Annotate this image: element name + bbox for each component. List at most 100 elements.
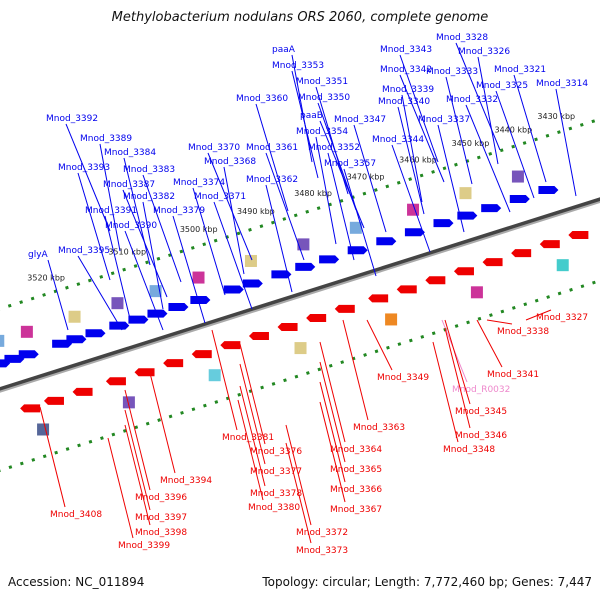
- forward-gene-label: Mnod_3321: [494, 65, 546, 75]
- reverse-gene-label: Mnod_3349: [377, 373, 429, 383]
- forward-gene-arrow: [433, 219, 454, 228]
- forward-gene-leader: [353, 124, 387, 233]
- forward-gene-label: Mnod_3344: [372, 135, 424, 145]
- reverse-feature-block: [122, 396, 135, 409]
- reverse-gene-arrow: [396, 285, 417, 294]
- reverse-gene-leader: [366, 319, 393, 371]
- forward-gene-leader: [142, 174, 182, 283]
- forward-gene-label: Mnod_3325: [476, 81, 528, 91]
- forward-gene-arrow: [147, 309, 168, 318]
- forward-gene-leader: [192, 187, 226, 296]
- forward-gene-arrow: [18, 350, 39, 359]
- reverse-gene-leader: [285, 424, 312, 526]
- forward-gene-arrow: [128, 315, 149, 324]
- reverse-gene-arrow: [368, 294, 389, 303]
- reverse-gene-label: Mnod_3399: [118, 541, 170, 551]
- reverse-gene-label: Mnod_3394: [160, 476, 212, 486]
- forward-gene-label: Mnod_3393: [58, 163, 110, 173]
- reverse-gene-label: Mnod_3363: [353, 423, 405, 433]
- kbp-tick-label: 3500 kbp: [180, 225, 218, 234]
- reverse-gene-label: Mnod_3377: [250, 467, 302, 477]
- reverse-gene-leader: [476, 319, 503, 368]
- reverse-gene-leader: [319, 341, 346, 443]
- forward-gene-label: Mnod_3383: [123, 165, 175, 175]
- forward-feature-block: [349, 221, 362, 234]
- outer-tick-line: [0, 117, 600, 311]
- forward-gene-leader: [465, 104, 511, 213]
- forward-gene-label: Mnod_3352: [308, 143, 360, 153]
- reverse-gene-leader: [124, 389, 151, 491]
- reverse-gene-arrow: [453, 267, 474, 276]
- kbp-tick-label: 3450 kbp: [452, 139, 490, 148]
- forward-gene-leader: [397, 106, 425, 215]
- forward-gene-label: paaA: [272, 45, 296, 55]
- reverse-feature-block: [385, 313, 398, 326]
- reverse-gene-arrow: [334, 304, 355, 313]
- forward-gene-label: Mnod_3361: [246, 143, 298, 153]
- forward-gene-label: Mnod_3382: [123, 192, 175, 202]
- reverse-gene-leader: [239, 385, 266, 487]
- reverse-gene-label: Mnod_3348: [443, 445, 495, 455]
- reverse-feature-block: [470, 286, 483, 299]
- forward-gene-leader: [65, 123, 111, 232]
- forward-gene-label: Mnod_3384: [104, 148, 156, 158]
- reverse-gene-label: Mnod_3365: [330, 465, 382, 475]
- forward-gene-arrow: [66, 335, 87, 344]
- forward-gene-label: Mnod_3326: [458, 47, 510, 57]
- reverse-gene-leader: [444, 327, 471, 429]
- genome-title: Methylobacterium nodulans ORS 2060, comp…: [111, 10, 489, 25]
- forward-gene-label: Mnod_3368: [204, 157, 256, 167]
- reverse-gene-label: Mnod_3380: [248, 503, 300, 513]
- forward-gene-label: glyA: [28, 250, 49, 260]
- reverse-gene-leader: [432, 341, 459, 443]
- forward-gene-label: Mnod_3357: [324, 159, 376, 169]
- accession-text: Accession: NC_011894: [8, 575, 145, 589]
- genome-stats-text: Topology: circular; Length: 7,772,460 bp…: [262, 575, 592, 589]
- forward-gene-leader: [327, 152, 355, 261]
- forward-gene-leader: [315, 136, 337, 245]
- forward-gene-leader: [555, 88, 577, 197]
- forward-gene-leader: [291, 70, 319, 179]
- reverse-gene-label: Mnod_3376: [250, 447, 302, 457]
- reverse-gene-leader: [285, 442, 312, 544]
- kbp-tick-label: 3460 kbp: [399, 156, 437, 165]
- forward-gene-leader: [47, 259, 69, 331]
- reverse-gene-leader: [319, 361, 346, 463]
- reverse-gene-arrow: [482, 258, 503, 267]
- backbone-dark: [0, 197, 600, 393]
- forward-gene-arrow: [85, 329, 106, 338]
- reverse-gene-leader: [124, 424, 151, 526]
- forward-gene-label: Mnod_3343: [380, 45, 432, 55]
- forward-gene-leader: [213, 201, 253, 310]
- forward-gene-label: Mnod_3328: [436, 33, 488, 43]
- forward-feature-block: [20, 325, 33, 338]
- forward-gene-label: Mnod_3374: [173, 178, 225, 188]
- reverse-gene-label: Mnod_3397: [135, 513, 187, 523]
- reverse-feature-block: [37, 423, 50, 436]
- kbp-tick-label: 3440 kbp: [495, 126, 533, 135]
- reverse-gene-label: Mnod_3372: [296, 528, 348, 538]
- reverse-gene-label: Mnod_3346: [455, 431, 507, 441]
- reverse-gene-arrow: [220, 341, 241, 350]
- backbone-highlight: [0, 200, 600, 393]
- forward-gene-arrow: [190, 296, 211, 305]
- forward-gene-arrow: [223, 285, 244, 294]
- forward-gene-leader: [104, 215, 132, 324]
- forward-gene-leader: [445, 76, 473, 185]
- forward-gene-leader: [399, 54, 439, 163]
- reverse-gene-label: Mnod_3367: [330, 505, 382, 515]
- forward-feature-block: [459, 187, 472, 200]
- forward-gene-leader: [223, 166, 245, 275]
- forward-gene-leader: [343, 168, 377, 277]
- reverse-gene-leader: [239, 343, 266, 445]
- reverse-gene-arrow: [72, 387, 93, 396]
- kbp-tick-label: 3520 kbp: [27, 273, 65, 282]
- forward-gene-arrow: [319, 255, 340, 264]
- reverse-gene-leader: [39, 406, 66, 508]
- reverse-gene-leader: [342, 319, 369, 421]
- forward-gene-label: Mnod_3353: [272, 61, 324, 71]
- kbp-tick-label: 3430 kbp: [537, 112, 575, 121]
- forward-gene-arrow: [457, 211, 478, 220]
- reverse-gene-arrow: [20, 404, 41, 413]
- reverse-gene-label: Mnod_3327: [536, 313, 588, 323]
